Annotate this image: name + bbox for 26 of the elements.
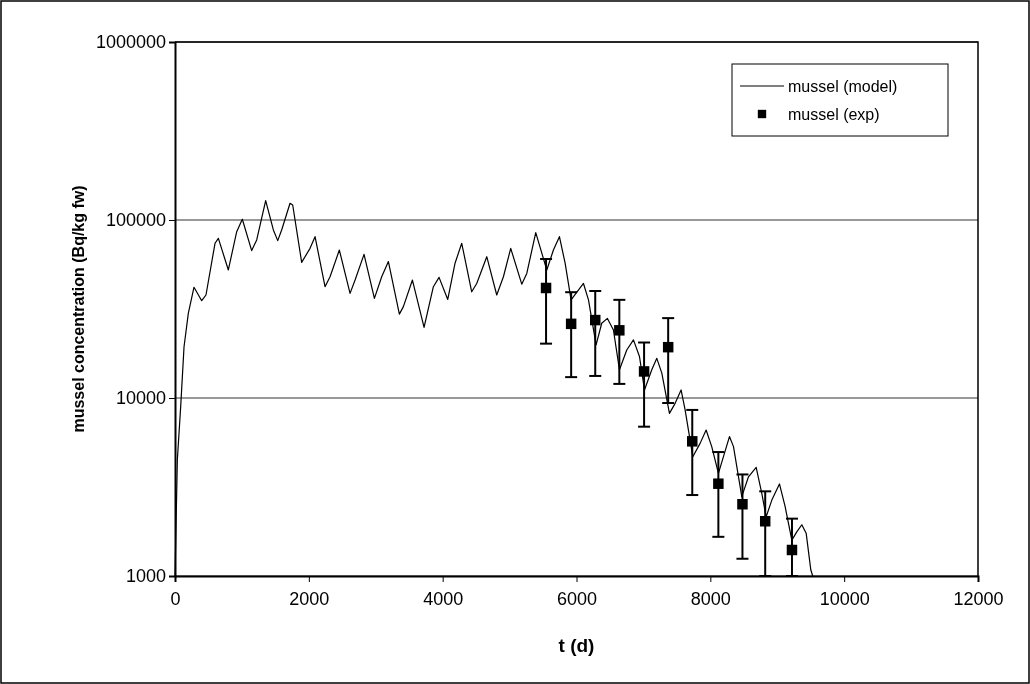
point bbox=[786, 544, 798, 556]
point bbox=[614, 325, 625, 336]
x-tick-label: 8000 bbox=[690, 588, 731, 609]
y-axis-title: mussel concentration (Bq/kg fw) bbox=[70, 185, 87, 433]
point bbox=[737, 499, 748, 510]
point bbox=[540, 282, 552, 294]
legend-label: mussel (model) bbox=[788, 78, 898, 95]
point bbox=[662, 341, 674, 353]
x-tick-label: 4000 bbox=[423, 588, 464, 609]
y-tick-label: 100000 bbox=[105, 210, 166, 231]
point bbox=[759, 516, 771, 527]
x-tick-label: 6000 bbox=[556, 588, 598, 609]
x-tick-label: 10000 bbox=[819, 588, 870, 609]
point bbox=[638, 366, 650, 377]
point bbox=[713, 478, 724, 489]
x-tick-label: 12000 bbox=[953, 588, 1004, 609]
y-tick-label: 1000 bbox=[125, 566, 166, 587]
x-axis-title: t (d) bbox=[558, 635, 595, 656]
point bbox=[589, 314, 601, 326]
x-tick-label: 2000 bbox=[289, 588, 330, 609]
y-tick-label: 10000 bbox=[115, 388, 166, 409]
point bbox=[687, 436, 698, 447]
legend-label: mussel (exp) bbox=[788, 106, 880, 123]
x-tick-label: 0 bbox=[170, 588, 181, 609]
point bbox=[565, 318, 577, 330]
y-tick-label: 1000000 bbox=[95, 32, 166, 53]
